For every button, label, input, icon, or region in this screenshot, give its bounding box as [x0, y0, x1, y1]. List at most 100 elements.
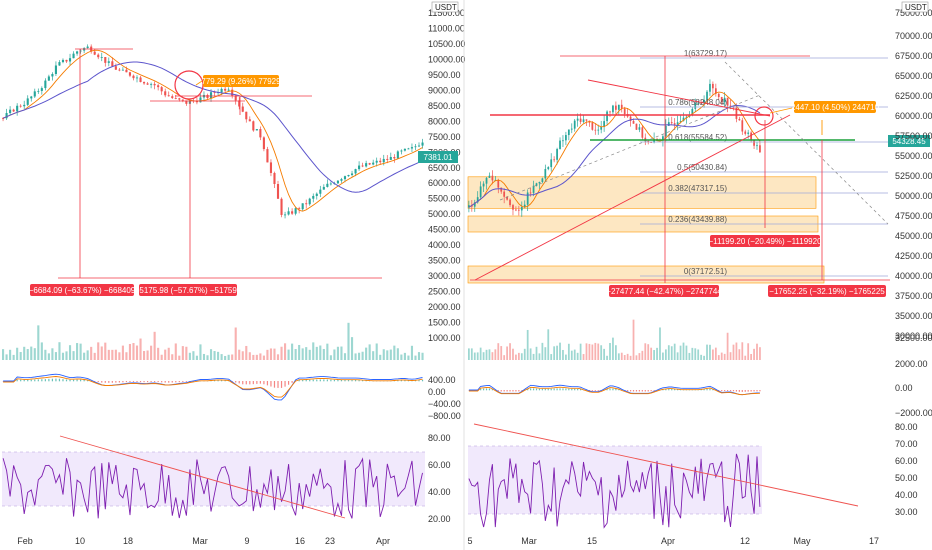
fib-level-label: 0.382(47317.15)	[668, 184, 727, 193]
volume-bar	[732, 344, 735, 360]
volume-bar	[644, 343, 647, 360]
volume-bar	[284, 343, 287, 360]
volume-bar	[523, 348, 526, 360]
macd-axis-tick: 2000.00	[895, 359, 928, 369]
candle	[72, 53, 75, 59]
volume-bar	[379, 354, 382, 360]
candle	[2, 118, 5, 120]
measure-drop1-label: −6684.09 (−63.67%) −668409	[29, 286, 136, 295]
macd-histogram-bar	[668, 388, 670, 391]
candle	[104, 57, 107, 63]
candle	[556, 148, 558, 160]
candle	[19, 105, 22, 107]
macd-histogram-bar	[51, 378, 54, 382]
macd-histogram-bar	[482, 388, 485, 391]
macd-histogram-bar	[362, 380, 364, 382]
volume-bar	[262, 355, 265, 360]
price-axis-tick: 30000.00	[895, 331, 932, 341]
rsi-axis-tick: 50.00	[895, 473, 918, 483]
volume-bar	[717, 355, 720, 360]
macd-histogram-bar	[108, 381, 110, 383]
price-axis-tick: 9000.00	[428, 85, 461, 95]
volume-bar	[682, 342, 685, 360]
volume-bar	[506, 346, 508, 360]
macd-histogram-bar	[146, 381, 149, 383]
volume-bar	[494, 349, 497, 360]
volume-bar	[676, 352, 679, 360]
volume-bar	[468, 348, 470, 360]
time-axis-tick: 23	[325, 536, 335, 546]
macd-histogram-bar	[185, 381, 187, 382]
volume-bar	[83, 352, 86, 360]
volume-bar	[673, 343, 676, 360]
volume-bar	[485, 349, 488, 360]
macd-histogram-bar	[309, 379, 311, 382]
candle	[259, 129, 262, 138]
fib-level-label: 0.5(50430.84)	[677, 163, 727, 172]
currency-label: USDT	[905, 3, 927, 12]
right-chart-panel: 1(63729.17) 0.786(58248.04) 0.618(55584.52…	[463, 0, 932, 550]
candle	[199, 97, 202, 103]
candle	[234, 95, 237, 101]
macd-histogram-bar	[521, 390, 523, 391]
volume-bar	[128, 343, 132, 360]
macd-histogram-bar	[638, 390, 641, 392]
volume-bar	[315, 346, 318, 360]
macd-histogram-bar	[500, 390, 502, 392]
fib-level-label: 1(63729.17)	[684, 49, 727, 58]
volume-bar	[93, 352, 96, 360]
macd-histogram-bar	[242, 381, 244, 385]
candle	[206, 94, 209, 99]
candle	[468, 205, 470, 208]
candle	[750, 132, 753, 141]
candle	[181, 99, 184, 101]
candle	[547, 167, 550, 170]
macd-histogram-bar	[703, 389, 705, 391]
macd-histogram-bar	[759, 390, 761, 392]
macd-histogram-bar	[351, 379, 353, 382]
candle	[726, 97, 729, 106]
volume-bar	[629, 355, 632, 360]
candle	[753, 140, 755, 146]
macd-axis-tick: −400.00	[428, 399, 461, 409]
macd-histogram-bar	[287, 381, 290, 385]
macd-histogram-bar	[718, 390, 720, 391]
candle	[160, 87, 163, 92]
macd-histogram-bar	[333, 379, 336, 382]
macd-histogram-bar	[354, 379, 357, 382]
candle	[676, 122, 679, 125]
candle	[121, 69, 124, 71]
candle	[301, 203, 304, 210]
volume-bar	[538, 353, 541, 360]
macd-histogram-bar	[245, 381, 247, 385]
macd-histogram-bar	[729, 390, 732, 391]
macd-histogram-bar	[418, 380, 420, 382]
macd-histogram-bar	[168, 381, 170, 383]
candle	[68, 58, 72, 62]
price-axis-tick: 7500.00	[428, 132, 461, 142]
volume-bar	[61, 352, 65, 360]
volume-bar	[529, 348, 532, 360]
volume-bar	[500, 346, 503, 360]
macd-histogram-bar	[404, 380, 406, 382]
rsi-axis-tick: 40.00	[428, 487, 451, 497]
volume-bar	[744, 355, 747, 360]
candle	[579, 118, 582, 122]
volume-bar	[647, 344, 650, 360]
candle	[741, 120, 744, 132]
macd-histogram-bar	[556, 388, 558, 391]
candle	[298, 208, 301, 210]
macd-histogram-bar	[125, 381, 128, 383]
macd-histogram-bar	[259, 381, 261, 384]
price-axis-tick: 2500.00	[428, 287, 461, 297]
volume-bar	[224, 355, 227, 360]
candle	[759, 145, 761, 153]
volume-bar	[202, 353, 206, 360]
macd-histogram-bar	[562, 388, 564, 391]
volume-bar	[234, 327, 237, 360]
volume-bar	[111, 349, 114, 360]
candle	[195, 100, 198, 103]
candle	[326, 183, 329, 187]
candle	[139, 77, 142, 83]
rsi-trendline	[59, 435, 346, 519]
